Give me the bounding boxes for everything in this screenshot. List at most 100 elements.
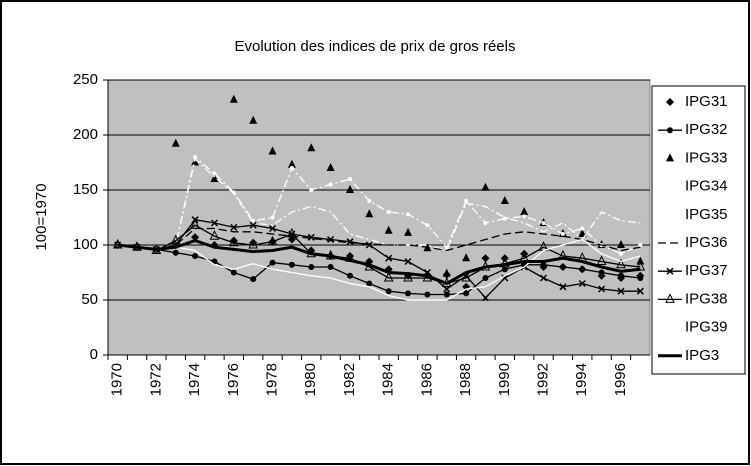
- y-tick-label: 100: [73, 236, 98, 253]
- y-tick-label: 50: [81, 291, 98, 308]
- x-tick-label: 1992: [535, 363, 552, 396]
- data-point: [268, 146, 277, 155]
- data-point: [482, 275, 489, 281]
- series-line: [117, 227, 641, 252]
- data-point: [540, 261, 547, 268]
- legend-label: IPG37: [685, 262, 728, 279]
- x-tick-label: 1970: [109, 363, 126, 396]
- data-point: [326, 163, 335, 171]
- data-point: [171, 138, 180, 147]
- x-tick-label: 1990: [496, 363, 513, 396]
- data-point: [637, 275, 644, 281]
- data-point: [172, 249, 179, 256]
- data-point: [287, 227, 297, 238]
- x-tick-label: 1988: [457, 363, 474, 396]
- data-point: [307, 233, 315, 241]
- data-point: [501, 274, 509, 282]
- series-line: [117, 224, 641, 285]
- data-point: [442, 268, 451, 277]
- data-point: [365, 241, 373, 249]
- x-tick-label: 1976: [225, 363, 242, 396]
- data-point: [229, 236, 239, 247]
- data-point: [406, 212, 411, 217]
- chart-title: Evolution des indices de prix de gros ré…: [235, 38, 516, 55]
- data-point: [425, 223, 430, 228]
- legend-marker: [668, 184, 672, 189]
- data-point: [308, 264, 315, 270]
- data-point: [191, 233, 200, 242]
- x-tick-label: 1982: [341, 363, 358, 396]
- data-point: [386, 210, 391, 214]
- legend-marker: [665, 293, 675, 303]
- data-point: [190, 219, 200, 229]
- data-point: [267, 235, 278, 246]
- data-point: [170, 234, 181, 245]
- data-point: [404, 227, 413, 236]
- data-point: [269, 259, 276, 266]
- x-tick-label: 1978: [264, 363, 281, 396]
- y-tick-label: 250: [73, 71, 98, 88]
- data-point: [638, 243, 643, 247]
- legend-marker: [666, 98, 674, 106]
- data-point: [616, 258, 626, 269]
- data-point: [307, 143, 316, 152]
- data-point: [481, 254, 490, 263]
- legend-label: IPG3: [685, 347, 719, 364]
- data-point: [580, 226, 585, 231]
- data-point: [481, 294, 489, 302]
- y-tick-label: 200: [73, 126, 98, 143]
- legend: [651, 85, 746, 375]
- legend-marker: [666, 267, 674, 275]
- y-tick-label: 0: [90, 346, 98, 363]
- data-point: [578, 279, 586, 288]
- data-point: [327, 264, 334, 270]
- data-point: [229, 94, 238, 103]
- data-point: [560, 232, 565, 236]
- legend-label: IPG31: [685, 93, 728, 110]
- legend-label: IPG33: [685, 149, 728, 166]
- data-point: [327, 235, 335, 244]
- data-point: [617, 272, 624, 279]
- series-line: [117, 239, 641, 286]
- y-tick-label: 150: [73, 181, 98, 198]
- legend-marker: [667, 127, 673, 134]
- y-axis-label: 100=1970: [33, 183, 50, 250]
- data-point: [287, 159, 296, 168]
- data-point: [193, 155, 198, 159]
- legend-marker: [666, 153, 674, 162]
- data-point: [210, 219, 218, 227]
- data-point: [230, 269, 237, 276]
- data-point: [288, 261, 295, 268]
- data-point: [405, 290, 412, 297]
- data-point: [210, 174, 219, 182]
- plot-area: [107, 79, 651, 356]
- data-point: [346, 238, 354, 246]
- data-point: [579, 266, 586, 273]
- data-point: [464, 199, 469, 203]
- data-point: [230, 223, 238, 231]
- x-tick-label: 1996: [612, 363, 629, 396]
- data-point: [269, 224, 277, 233]
- data-point: [540, 274, 548, 282]
- data-point: [616, 240, 625, 248]
- data-point: [249, 221, 257, 229]
- data-point: [192, 253, 199, 259]
- data-point: [618, 251, 623, 256]
- legend-label: IPG34: [685, 178, 728, 195]
- data-point: [384, 225, 393, 234]
- data-point: [366, 280, 373, 287]
- data-point: [578, 229, 587, 237]
- data-point: [636, 287, 644, 295]
- x-tick-label: 1972: [147, 363, 164, 396]
- data-point: [636, 256, 645, 265]
- data-point: [522, 214, 527, 219]
- x-tick-label: 1974: [186, 363, 203, 396]
- series-line: [117, 238, 641, 301]
- data-point: [367, 199, 372, 203]
- data-point: [249, 115, 258, 124]
- x-tick-label: 1994: [573, 363, 590, 396]
- data-point: [502, 216, 507, 221]
- legend-label: IPG38: [685, 290, 728, 307]
- data-point: [559, 283, 567, 291]
